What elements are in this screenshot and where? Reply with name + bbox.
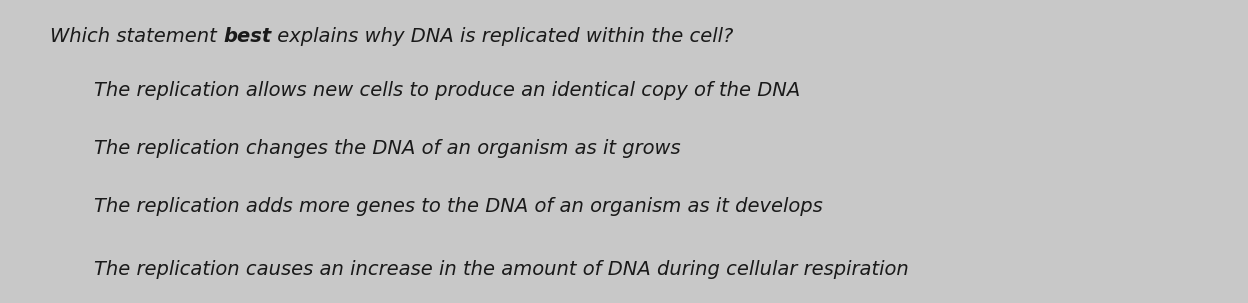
- Text: Which statement: Which statement: [50, 27, 223, 46]
- Text: The replication causes an increase in the amount of DNA during cellular respirat: The replication causes an increase in th…: [94, 260, 909, 279]
- Text: best: best: [223, 27, 271, 46]
- Text: explains why DNA is replicated within the cell?: explains why DNA is replicated within th…: [271, 27, 734, 46]
- Text: The replication allows new cells to produce an identical copy of the DNA: The replication allows new cells to prod…: [94, 82, 800, 100]
- Text: The replication adds more genes to the DNA of an organism as it develops: The replication adds more genes to the D…: [94, 197, 822, 215]
- Text: The replication changes the DNA of an organism as it grows: The replication changes the DNA of an or…: [94, 139, 680, 158]
